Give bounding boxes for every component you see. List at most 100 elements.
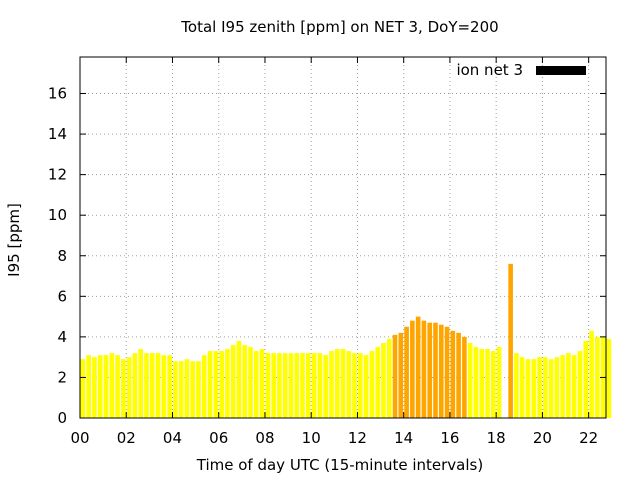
bar <box>161 355 167 418</box>
bar <box>138 349 143 418</box>
y-axis-ticks: 0 2 4 6 8 10 12 14 16 <box>48 85 606 427</box>
bar <box>80 359 86 418</box>
bar <box>560 355 565 418</box>
bar <box>300 353 305 418</box>
bar <box>375 347 380 418</box>
bar <box>317 353 323 418</box>
bar <box>334 349 340 418</box>
bar <box>253 351 259 418</box>
bar <box>386 338 392 418</box>
bar <box>201 355 207 418</box>
y-tick-label: 6 <box>57 287 67 305</box>
bar <box>415 316 421 418</box>
bar <box>433 322 438 418</box>
x-tick-label: 18 <box>487 429 506 447</box>
bar <box>473 347 479 418</box>
bar <box>438 324 444 418</box>
bar <box>398 332 404 418</box>
bar <box>358 353 363 418</box>
x-axis-label: Time of day UTC (15-minute intervals) <box>196 456 483 474</box>
bar <box>537 357 542 418</box>
x-tick-label: 02 <box>117 429 136 447</box>
bar <box>92 357 97 418</box>
bar <box>121 359 126 418</box>
bar <box>543 357 548 418</box>
legend-swatch <box>536 66 586 75</box>
bar-series <box>80 263 612 418</box>
plot-frame <box>79 56 607 419</box>
bar <box>288 353 294 418</box>
bar <box>196 361 201 418</box>
y-tick-label: 16 <box>48 85 67 103</box>
chart-axes <box>79 56 607 419</box>
bar <box>496 347 502 418</box>
bar <box>589 330 594 418</box>
bar <box>340 349 346 418</box>
bar <box>259 349 265 418</box>
bar <box>184 359 190 418</box>
bar <box>190 361 196 418</box>
bar <box>155 353 161 418</box>
bar <box>427 322 433 418</box>
bar <box>219 351 224 418</box>
bar <box>230 344 236 418</box>
x-tick-label: 20 <box>533 429 552 447</box>
x-tick-label: 12 <box>348 429 367 447</box>
bar <box>225 349 230 418</box>
legend-label: ion net 3 <box>456 61 523 79</box>
bar <box>369 351 375 418</box>
bar <box>311 353 317 418</box>
bar <box>306 353 311 418</box>
bar <box>595 336 600 418</box>
x-tick-label: 06 <box>209 429 228 447</box>
bar <box>126 357 132 418</box>
bar <box>583 340 589 418</box>
x-tick-label: 10 <box>302 429 321 447</box>
y-tick-label: 12 <box>48 166 67 184</box>
bar <box>485 349 490 418</box>
legend: ion net 3 <box>456 61 586 79</box>
x-axis-ticks: 00 02 04 06 08 10 12 14 16 18 20 22 <box>70 57 598 447</box>
bar <box>566 353 571 418</box>
y-tick-label: 14 <box>48 125 67 143</box>
bar <box>277 353 282 418</box>
x-tick-label: 04 <box>163 429 182 447</box>
bar <box>606 338 612 418</box>
x-tick-label: 16 <box>440 429 459 447</box>
bar <box>352 353 357 418</box>
bar <box>456 332 461 418</box>
bar <box>525 359 531 418</box>
bar <box>531 359 537 418</box>
y-axis-label: I95 [ppm] <box>5 203 23 277</box>
bar <box>329 351 334 418</box>
bar <box>167 355 172 418</box>
x-tick-label: 00 <box>70 429 89 447</box>
bar <box>519 357 525 418</box>
chart-title: Total I95 zenith [ppm] on NET 3, DoY=200 <box>180 18 498 36</box>
bar <box>97 355 103 418</box>
bar <box>282 353 288 418</box>
bar <box>508 263 513 418</box>
bar <box>86 355 91 418</box>
bar <box>467 342 473 418</box>
bar <box>577 351 583 418</box>
bar <box>381 342 386 418</box>
bar <box>207 351 213 418</box>
bar <box>363 355 369 418</box>
bar <box>421 320 427 418</box>
bar <box>248 347 253 418</box>
bar <box>392 334 398 418</box>
bar <box>490 351 496 418</box>
bar <box>571 355 577 418</box>
bar <box>444 326 450 418</box>
bar <box>109 353 115 418</box>
bar <box>479 349 485 418</box>
bar <box>115 355 120 418</box>
bar <box>213 351 219 418</box>
y-tick-label: 10 <box>48 206 67 224</box>
bar <box>514 353 519 418</box>
bar <box>173 361 178 418</box>
x-tick-label: 08 <box>255 429 274 447</box>
bar <box>132 353 138 418</box>
